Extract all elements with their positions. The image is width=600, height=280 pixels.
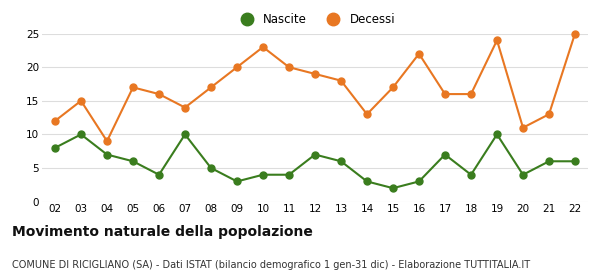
Decessi	[545, 113, 553, 116]
Nascite	[233, 180, 241, 183]
Decessi	[286, 66, 293, 69]
Decessi	[467, 92, 475, 96]
Nascite	[389, 186, 397, 190]
Nascite	[77, 133, 85, 136]
Nascite	[571, 160, 578, 163]
Nascite	[155, 173, 163, 176]
Nascite	[181, 133, 188, 136]
Nascite	[467, 173, 475, 176]
Decessi	[493, 39, 500, 42]
Nascite	[130, 160, 137, 163]
Nascite	[337, 160, 344, 163]
Nascite	[415, 180, 422, 183]
Decessi	[181, 106, 188, 109]
Nascite	[208, 166, 215, 170]
Decessi	[364, 113, 371, 116]
Nascite	[493, 133, 500, 136]
Text: Movimento naturale della popolazione: Movimento naturale della popolazione	[12, 225, 313, 239]
Decessi	[311, 72, 319, 76]
Legend: Nascite, Decessi: Nascite, Decessi	[235, 13, 395, 26]
Decessi	[155, 92, 163, 96]
Decessi	[571, 32, 578, 35]
Nascite	[103, 153, 110, 156]
Decessi	[415, 52, 422, 55]
Nascite	[442, 153, 449, 156]
Decessi	[208, 86, 215, 89]
Decessi	[337, 79, 344, 82]
Nascite	[364, 180, 371, 183]
Line: Nascite: Nascite	[52, 131, 578, 192]
Nascite	[259, 173, 266, 176]
Decessi	[442, 92, 449, 96]
Nascite	[52, 146, 59, 150]
Decessi	[259, 45, 266, 49]
Decessi	[520, 126, 527, 129]
Decessi	[52, 119, 59, 123]
Nascite	[311, 153, 319, 156]
Decessi	[389, 86, 397, 89]
Decessi	[77, 99, 85, 102]
Text: COMUNE DI RICIGLIANO (SA) - Dati ISTAT (bilancio demografico 1 gen-31 dic) - Ela: COMUNE DI RICIGLIANO (SA) - Dati ISTAT (…	[12, 260, 530, 270]
Nascite	[520, 173, 527, 176]
Line: Decessi: Decessi	[52, 30, 578, 144]
Nascite	[286, 173, 293, 176]
Nascite	[545, 160, 553, 163]
Decessi	[233, 66, 241, 69]
Decessi	[103, 139, 110, 143]
Decessi	[130, 86, 137, 89]
